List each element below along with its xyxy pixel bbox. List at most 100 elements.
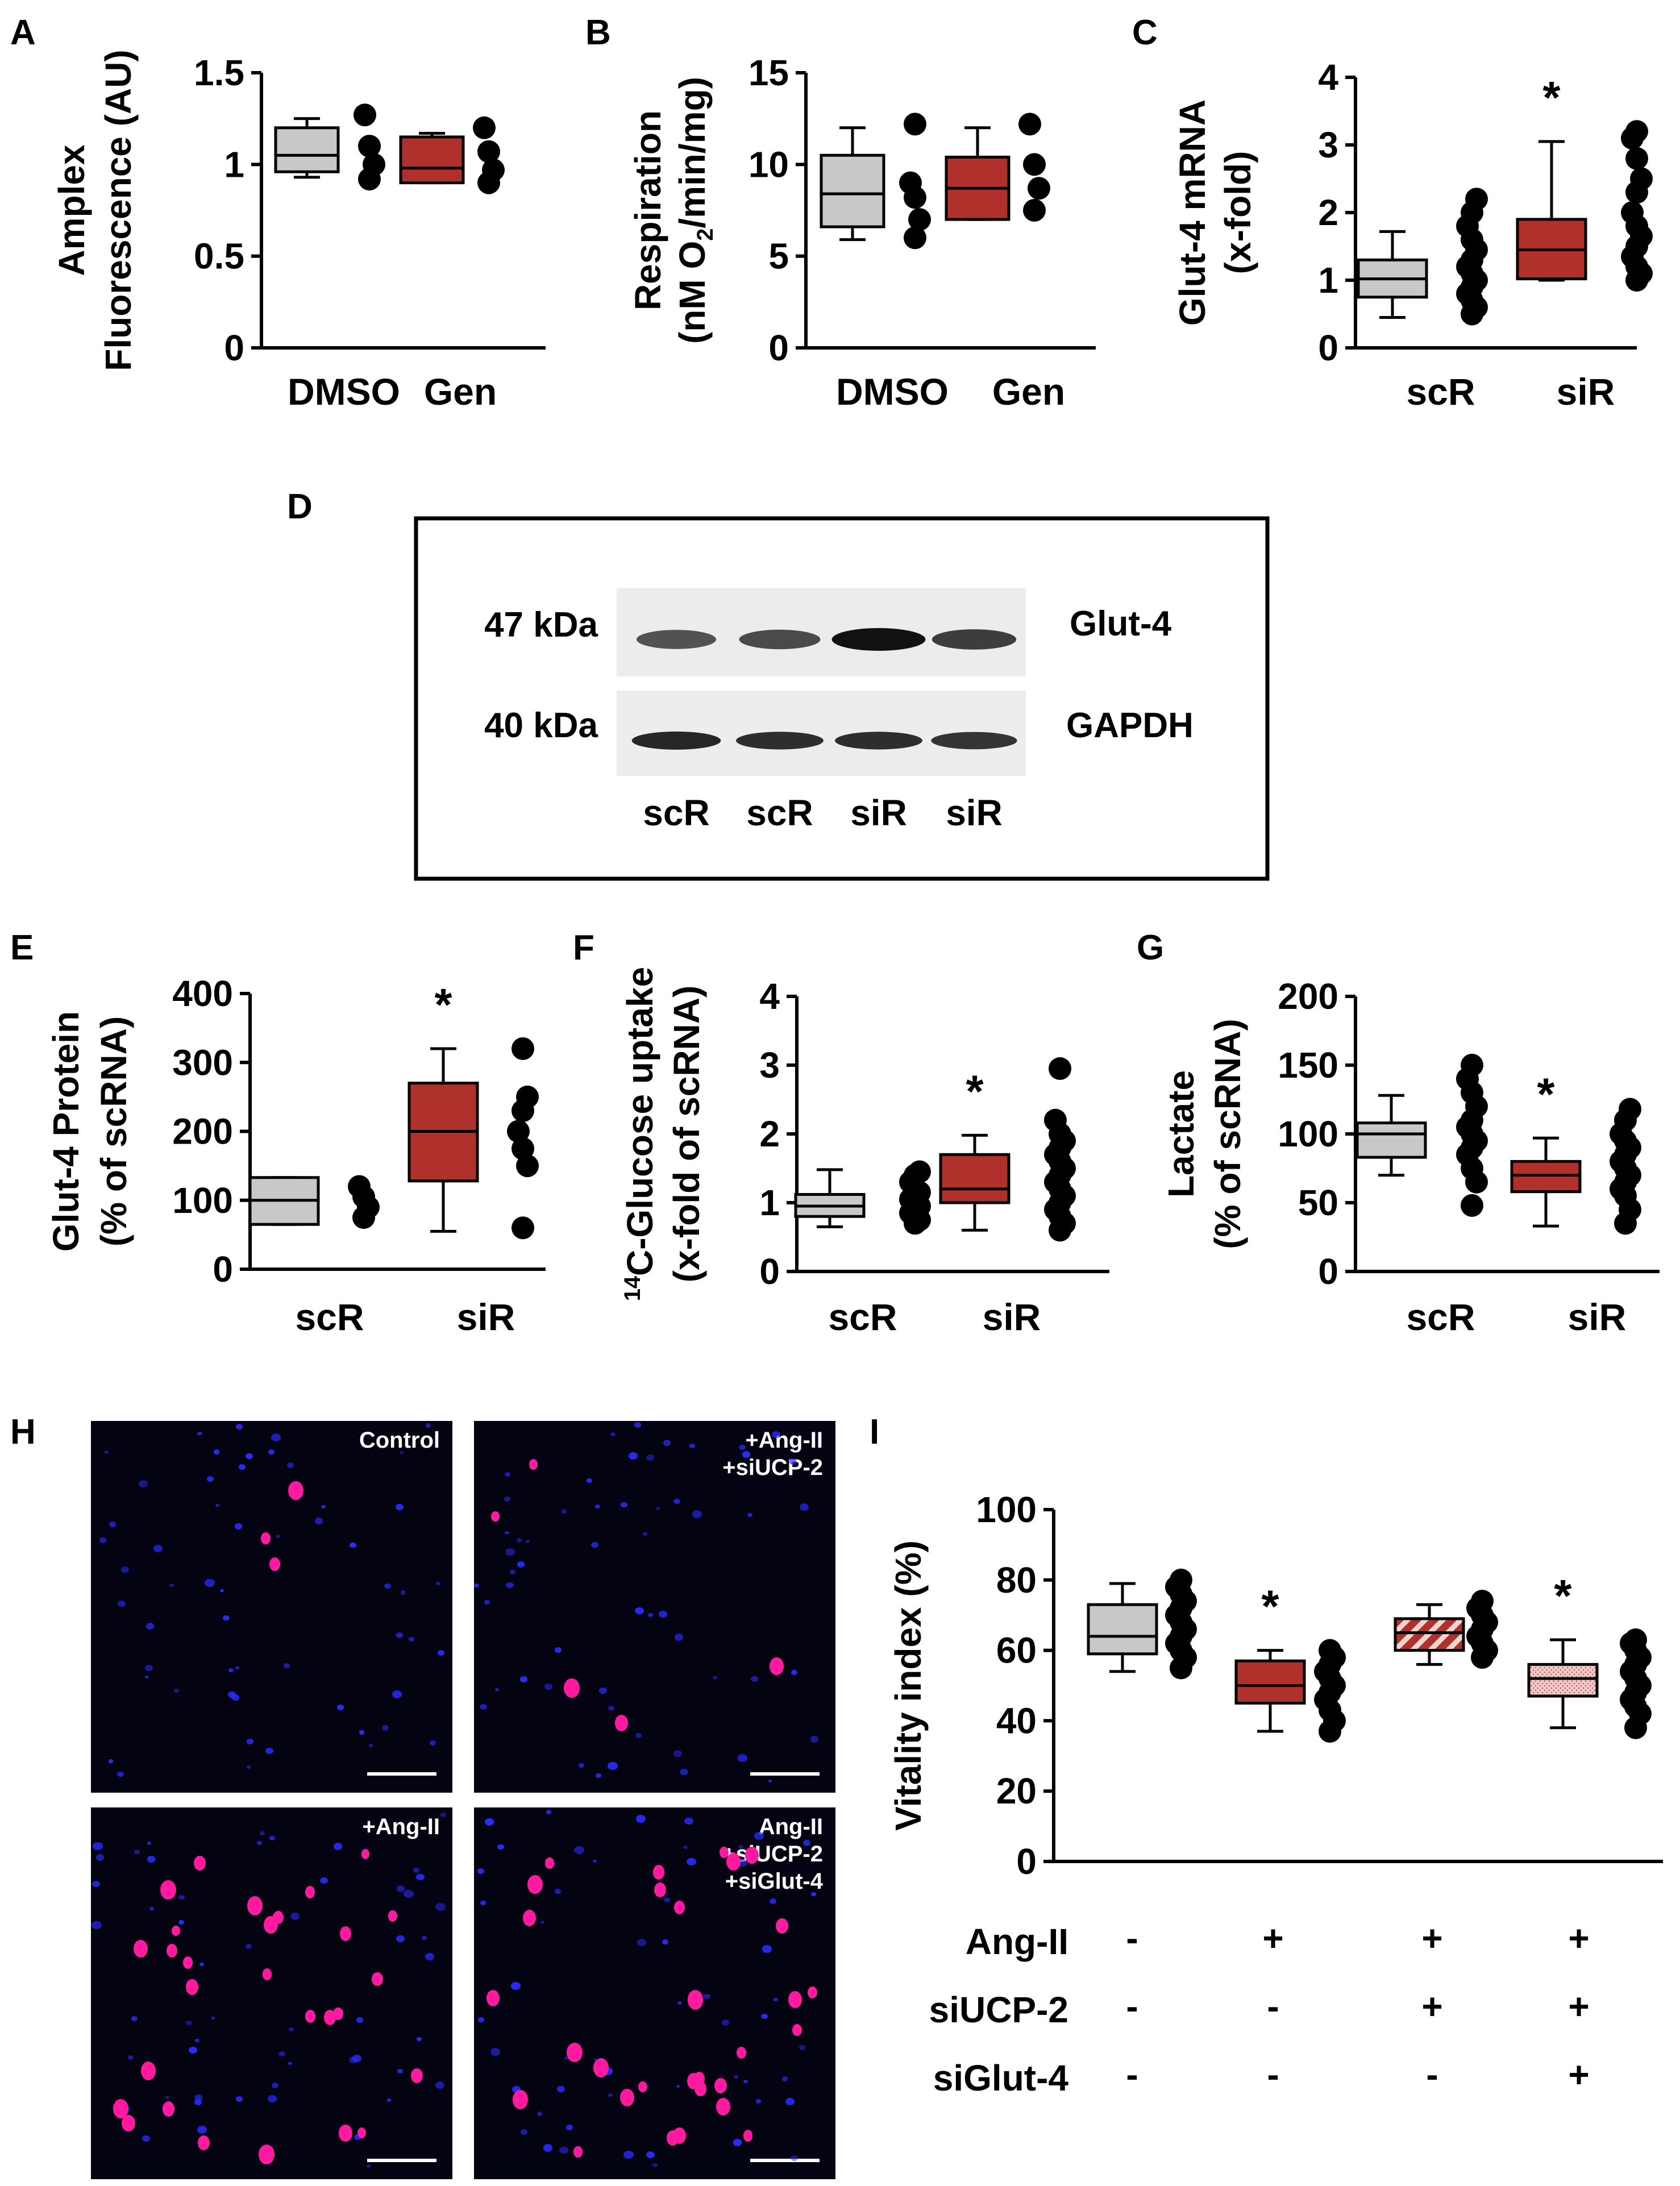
nucleus-blue (245, 1943, 252, 1950)
nucleus-blue (165, 2096, 169, 2099)
nucleus-blue (290, 1913, 300, 1921)
nucleus-blue (510, 1982, 521, 1990)
nucleus-blue (774, 1997, 779, 2002)
nucleus-blue (652, 2163, 658, 2168)
data-point (1461, 1194, 1483, 1217)
chart-g: 0 50 100 150 200 Lactate (% of scRNA) scR siR * (1161, 976, 1660, 1338)
nucleus-blue (791, 2155, 798, 2161)
kda-label-2: 40 kDa (484, 706, 598, 745)
nucleus-blue (635, 1732, 642, 1738)
nucleus-pink (788, 1991, 802, 2009)
nucleus-pink (573, 2146, 583, 2158)
blot-band (835, 732, 922, 750)
nucleus-pink (288, 1481, 303, 1501)
nucleus-blue (147, 1842, 152, 1845)
nucleus-pink (122, 2114, 135, 2132)
x-category-label: DMSO (288, 371, 400, 413)
nucleus-blue (429, 1740, 436, 1746)
nucleus-pink (160, 1880, 176, 1900)
nucleus-blue (557, 2086, 565, 2093)
cell-r3-c3: - (1426, 2054, 1438, 2095)
nucleus-blue (314, 1517, 323, 1524)
data-point (348, 1175, 371, 1198)
nucleus-blue (435, 2081, 445, 2089)
data-point (1625, 147, 1648, 170)
nucleus-pink (687, 1990, 704, 2010)
y-axis-label: (x-fold of scRNA) (666, 986, 707, 1283)
nucleus-blue (647, 1613, 653, 1617)
micrograph-control: Control (91, 1421, 452, 1793)
nucleus-blue (594, 1504, 600, 1509)
nucleus-blue (413, 1868, 420, 1873)
data-point (904, 226, 926, 250)
nucleus-blue (404, 1890, 414, 1898)
nucleus-pink (716, 2098, 730, 2116)
nucleus-blue (127, 2055, 134, 2060)
data-point (363, 153, 385, 176)
nucleus-blue (400, 1590, 406, 1595)
nucleus-blue (185, 2020, 192, 2026)
panel-letter-e: E (10, 928, 34, 967)
nucleus-blue (762, 1945, 772, 1953)
nucleus-blue (173, 1689, 179, 1693)
y-axis-label: 14C-Glucose uptake (619, 967, 660, 1301)
significance-star: * (434, 979, 452, 1030)
nucleus-blue (396, 1632, 403, 1638)
protein-label-1: Glut-4 (1070, 604, 1172, 643)
nucleus-blue (610, 1432, 616, 1437)
nucleus-blue (235, 2096, 243, 2102)
data-point (477, 140, 500, 163)
nucleus-pink (527, 1875, 543, 1894)
nucleus-blue (738, 1845, 743, 1850)
nucleus-blue (409, 1636, 414, 1641)
nucleus-blue (381, 1724, 389, 1731)
x-category-label: Gen (424, 371, 497, 413)
nucleus-blue (722, 2019, 730, 2026)
cell-r2-c2: - (1267, 1986, 1279, 2027)
nucleus-blue (505, 1531, 509, 1535)
blot-band (931, 732, 1017, 750)
micrograph-angii-siucp2: +Ang-II +siUCP-2 (474, 1421, 835, 1793)
nucleus-blue (674, 1634, 684, 1641)
nucleus-blue (178, 1919, 185, 1925)
y-tick-label: 3 (1318, 124, 1338, 165)
y-tick-label: 0 (1318, 327, 1338, 368)
nucleus-blue (608, 1761, 618, 1770)
nucleus-blue (367, 2164, 371, 2168)
box-hatched-red (1394, 1617, 1465, 1652)
nucleus-blue (440, 1812, 446, 1817)
x-category-label: siR (983, 1296, 1041, 1338)
nucleus-blue (246, 1765, 251, 1769)
nucleus-blue (386, 2098, 392, 2102)
nucleus-blue (396, 1935, 405, 1942)
data-point (1624, 1628, 1647, 1652)
nucleus-blue (484, 1600, 490, 1605)
nucleus-blue (320, 1877, 328, 1884)
data-point (473, 116, 496, 139)
nucleus-pink (523, 1909, 537, 1926)
nucleus-blue (478, 2017, 485, 2023)
nucleus-blue (573, 1846, 584, 1855)
micrograph-angii: +Ang-II (91, 1807, 452, 2179)
y-tick-label: 60 (996, 1630, 1037, 1671)
nucleus-blue (512, 2086, 521, 2093)
blot-bands (631, 628, 1017, 750)
x-category-label: scR (828, 1296, 897, 1338)
y-tick-label: 0 (768, 327, 789, 368)
significance-star: * (966, 1066, 984, 1116)
box-control (1087, 1603, 1158, 1656)
nucleus-blue (211, 2016, 215, 2019)
nucleus-blue (153, 1545, 163, 1552)
x-category-label: scR (1406, 1296, 1475, 1338)
y-tick-label: 0 (213, 1249, 233, 1290)
cell-r3-c1: - (1126, 2054, 1138, 2095)
nucleus-blue (235, 1666, 239, 1669)
y-axis-label: (% of scRNA) (1207, 1019, 1248, 1249)
nucleus-pink (162, 2101, 175, 2117)
nucleus-blue (350, 1543, 356, 1548)
nucleus-blue (687, 1857, 696, 1865)
nucleus-blue (287, 1462, 294, 1468)
y-tick-label: 3 (759, 1045, 780, 1086)
blot-band (631, 732, 721, 750)
data-point (1023, 199, 1046, 222)
